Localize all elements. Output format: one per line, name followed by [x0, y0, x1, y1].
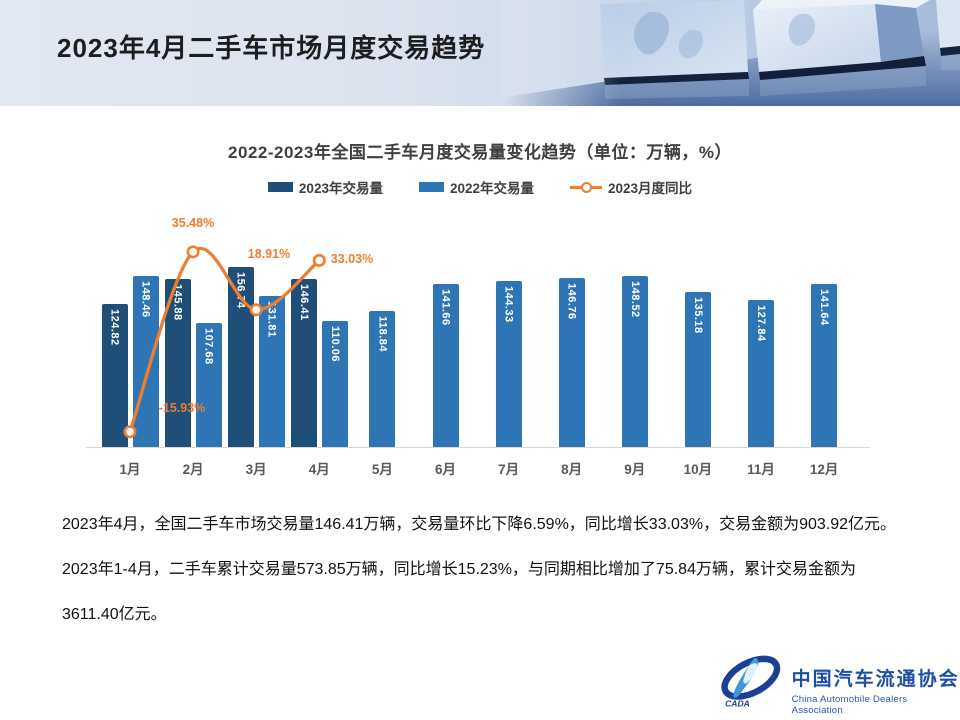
- bar-2022-5月-value-label: 118.84: [376, 315, 389, 352]
- bar-2023-1月-value-label: 124.82: [108, 308, 121, 346]
- bar-2022-3月: 131.81: [258, 295, 285, 447]
- chart-legend: 2023年交易量 2022年交易量 2023月度同比: [0, 177, 960, 197]
- x-axis-label-10月: 10月: [683, 462, 713, 477]
- x-axis-label-6月: 6月: [434, 462, 456, 477]
- bar-2023-3月: 156.74: [227, 266, 254, 447]
- x-axis-label-3月: 3月: [245, 462, 267, 477]
- bar-2022-2月: 107.68: [195, 323, 222, 447]
- bar-2022-7月-value-label: 144.33: [502, 286, 515, 323]
- cubes-graphic: [500, 0, 960, 106]
- summary-text: 2023年4月，全国二手车市场交易量146.41万辆，交易量环比下降6.59%，…: [62, 502, 912, 637]
- bar-2022-6月: 141.66: [432, 284, 459, 447]
- bar-2023-2月: 145.88: [164, 279, 191, 447]
- x-axis-line: [86, 447, 870, 448]
- legend-line-marker-icon: [570, 181, 603, 193]
- yoy-marker-3月: [249, 303, 263, 317]
- x-axis-label-4月: 4月: [308, 462, 330, 477]
- chart-title: 2022-2023年全国二手车月度交易量变化趋势（单位：万辆，%）: [228, 143, 732, 162]
- legend-label-2022: 2022年交易量: [449, 181, 535, 196]
- yoy-line: [128, 247, 321, 433]
- yoy-label-3月: 18.91%: [247, 247, 291, 261]
- bar-2022-8月: 146.76: [558, 278, 585, 447]
- bar-2022-1月-value-label: 148.46: [139, 281, 152, 319]
- legend-label-2023: 2023年交易量: [298, 181, 383, 196]
- bar-2023-2月-value-label: 145.88: [171, 284, 184, 322]
- bar-2022-11月-value-label: 127.84: [755, 305, 767, 342]
- summary-line-2: 2023年1-4月，二手车累计交易量573.85万辆，同比增长15.23%，与同…: [62, 561, 856, 578]
- organization-logo: CADA 中国汽车流通协会 China Automobile Dealers A…: [715, 652, 960, 716]
- header-band: 2023年4月二手车市场月度交易趋势: [0, 0, 960, 106]
- x-axis-label-8月: 8月: [561, 462, 583, 477]
- bar-2022-8月-value-label: 146.76: [565, 283, 578, 321]
- bar-2022-10月-value-label: 135.18: [691, 296, 704, 334]
- yoy-marker-4月: [312, 253, 326, 267]
- x-axis-label-2月: 2月: [182, 462, 204, 477]
- bar-2023-4月: 146.41: [290, 278, 317, 447]
- org-name-cn: 中国汽车流通协会: [791, 669, 960, 690]
- cada-logo-icon: CADA: [721, 655, 781, 708]
- bar-2023-4月-value-label: 146.41: [297, 283, 310, 321]
- x-axis-label-5月: 5月: [371, 462, 393, 477]
- svg-text:CADA: CADA: [725, 698, 750, 708]
- bar-2022-2月-value-label: 107.68: [202, 328, 215, 365]
- bar-2022-9月: 148.52: [621, 276, 648, 447]
- x-axis-label-12月: 12月: [809, 462, 839, 477]
- bar-2022-12月-value-label: 141.64: [818, 289, 831, 326]
- bar-2022-12月: 141.64: [811, 284, 838, 447]
- bar-2022-4月: 110.06: [321, 320, 348, 447]
- x-axis-label-9月: 9月: [624, 462, 646, 477]
- legend-item-2022: 2022年交易量: [418, 177, 535, 197]
- summary-line-3: 3611.40亿元。: [62, 606, 167, 623]
- org-name-en: China Automobile Dealers Association: [791, 694, 908, 716]
- legend-item-2023: 2023年交易量: [267, 177, 383, 197]
- bar-2022-5月: 118.84: [369, 310, 396, 447]
- bar-2022-7月: 144.33: [495, 281, 522, 447]
- yoy-label-4月: 33.03%: [330, 252, 374, 266]
- bar-2022-6月-value-label: 141.66: [439, 289, 452, 326]
- x-axis-label-7月: 7月: [498, 462, 520, 477]
- legend-swatch-2023: [267, 182, 293, 192]
- bar-2022-11月: 127.84: [748, 300, 774, 447]
- bar-2022-1月: 148.46: [132, 276, 159, 447]
- page-title: 2023年4月二手车市场月度交易趋势: [57, 33, 486, 63]
- bar-2023-1月: 124.82: [101, 303, 128, 447]
- bar-2023-3月-value-label: 156.74: [234, 271, 247, 309]
- summary-line-1: 2023年4月，全国二手车市场交易量146.41万辆，交易量环比下降6.59%，…: [62, 516, 897, 533]
- yoy-marker-2月: [186, 245, 200, 259]
- bar-2022-3月-value-label: 131.81: [265, 300, 278, 338]
- yoy-marker-1月: [123, 425, 137, 439]
- yoy-label-1月: -15.93%: [158, 401, 206, 415]
- bar-2022-9月-value-label: 148.52: [628, 281, 641, 319]
- legend-swatch-2022: [418, 182, 444, 192]
- yoy-label-2月: 35.48%: [171, 216, 215, 230]
- bar-2022-10月: 135.18: [684, 291, 711, 447]
- bar-2022-4月-value-label: 110.06: [328, 325, 341, 362]
- x-axis-label-11月: 11月: [747, 462, 775, 477]
- x-axis-label-1月: 1月: [119, 462, 141, 477]
- legend-label-yoy: 2023月度同比: [608, 181, 693, 196]
- legend-item-yoy: 2023月度同比: [570, 177, 692, 197]
